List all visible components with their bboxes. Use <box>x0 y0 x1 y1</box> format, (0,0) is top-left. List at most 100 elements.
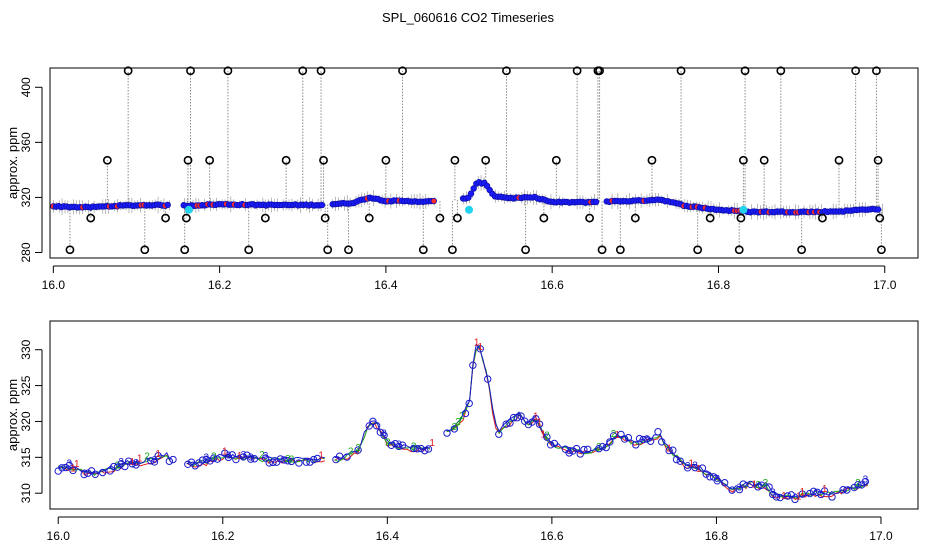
series-3-point <box>709 473 718 481</box>
series-3-point <box>535 420 544 428</box>
outlier-point <box>521 245 530 255</box>
series-1-label: 1 <box>222 446 228 457</box>
series-3-point <box>61 463 70 472</box>
series-3-point <box>461 409 470 418</box>
series-1-label: 1 <box>474 338 480 349</box>
x-tick-label: 16.4 <box>374 278 398 292</box>
outlier-point <box>418 245 428 255</box>
x-tick-label: 16.4 <box>376 529 400 540</box>
series-3-point <box>543 433 551 441</box>
outlier-point <box>877 245 886 255</box>
series-3-point <box>806 489 814 498</box>
series-2-label: 2 <box>855 478 861 489</box>
series-3-point <box>250 455 259 463</box>
outlier-point <box>323 245 333 255</box>
outlier-point <box>817 213 827 223</box>
series-3-point <box>469 361 477 369</box>
series-2-label: 2 <box>115 460 121 471</box>
series-3-point <box>369 417 377 426</box>
series-1-label: 1 <box>751 480 757 491</box>
series-3-point <box>720 479 729 487</box>
series-3-point <box>213 455 222 463</box>
series-3-point <box>380 431 388 439</box>
series-3-label: 3 <box>67 458 73 469</box>
series-2-label: 2 <box>289 455 295 466</box>
series-3-point <box>413 445 422 453</box>
series-3-point <box>284 457 292 465</box>
series-3-point <box>754 483 762 491</box>
series-3-point <box>646 437 655 445</box>
series-3-point <box>728 486 736 494</box>
raw-point <box>318 201 326 209</box>
series-2-label: 2 <box>452 422 458 433</box>
series-3-point <box>409 444 418 453</box>
series-3-point <box>617 430 625 439</box>
x-tick-label: 17.0 <box>869 529 893 540</box>
series-3-point <box>769 490 777 499</box>
flagged-point <box>739 205 748 214</box>
series-3-point <box>295 459 303 467</box>
outlier-point <box>344 245 353 255</box>
x-tick-label: 16.8 <box>707 278 731 292</box>
series-3-label: 3 <box>770 488 776 499</box>
series-3-point <box>609 432 618 440</box>
series-3-point <box>624 433 633 442</box>
series-3-point <box>150 458 159 466</box>
series-3-point <box>783 492 792 500</box>
series-3-point <box>569 447 577 455</box>
series-3-point <box>635 434 644 443</box>
outlier-point <box>539 213 549 223</box>
outlier-point <box>281 155 291 165</box>
series-2-label: 2 <box>385 437 391 448</box>
outlier-point <box>86 213 96 223</box>
outlier-point <box>597 245 607 255</box>
filtered-timeseries-panel: 311 23 131 2 31 3 2 13 13 3 23 22 1 2 232 3 2 12221111123… <box>5 320 919 543</box>
series-3-point <box>287 457 296 466</box>
x-tick-label: 16.2 <box>208 278 232 292</box>
series-3-point <box>154 451 162 460</box>
series-2-label: 2 <box>211 451 217 462</box>
outlier-point <box>630 213 640 223</box>
series-2-label: 2 <box>455 417 461 428</box>
series-2-label: 2 <box>611 429 617 440</box>
series-3-point <box>524 420 533 429</box>
series-3-point <box>676 457 684 465</box>
series-3-label: 3 <box>863 475 869 486</box>
series-3-label: 3 <box>152 455 158 466</box>
series-3-point <box>424 445 433 453</box>
x-tick-label: 17.0 <box>873 278 897 292</box>
outlier-point <box>585 213 594 223</box>
series-3-point <box>691 463 699 472</box>
outlier-point <box>736 213 746 223</box>
series-1-label: 1 <box>796 491 802 502</box>
outlier-point <box>834 155 844 165</box>
y-tick-label: 280 <box>19 242 33 262</box>
series-3-point <box>243 451 251 459</box>
outlier-point <box>319 155 328 165</box>
filtered-y-axis-label: approx. ppm <box>5 379 20 451</box>
x-tick-label: 16.6 <box>540 529 564 540</box>
series-3-point <box>861 477 870 486</box>
series-3-point <box>565 449 573 457</box>
series-3-point <box>713 477 721 485</box>
y-tick-label: 360 <box>19 132 33 152</box>
outlier-point <box>759 155 769 165</box>
series-3-point <box>365 422 373 430</box>
outlier-point <box>872 66 881 76</box>
series-2-label: 2 <box>144 451 150 462</box>
series-1-label: 1 <box>615 430 621 441</box>
series-3-point <box>654 428 662 436</box>
outlier-point <box>595 66 604 76</box>
series-3-point <box>698 464 707 472</box>
series-3-point <box>121 462 129 471</box>
outlier-point <box>734 245 744 255</box>
series-3-point <box>513 414 522 422</box>
series-3-point <box>828 493 836 501</box>
series-3-point <box>798 490 807 498</box>
series-3-point <box>124 457 133 465</box>
series-3-point <box>658 438 666 446</box>
series-1-label: 1 <box>696 464 702 475</box>
x-tick-label: 16.6 <box>540 278 564 292</box>
y-tick-label: 320 <box>19 411 33 431</box>
